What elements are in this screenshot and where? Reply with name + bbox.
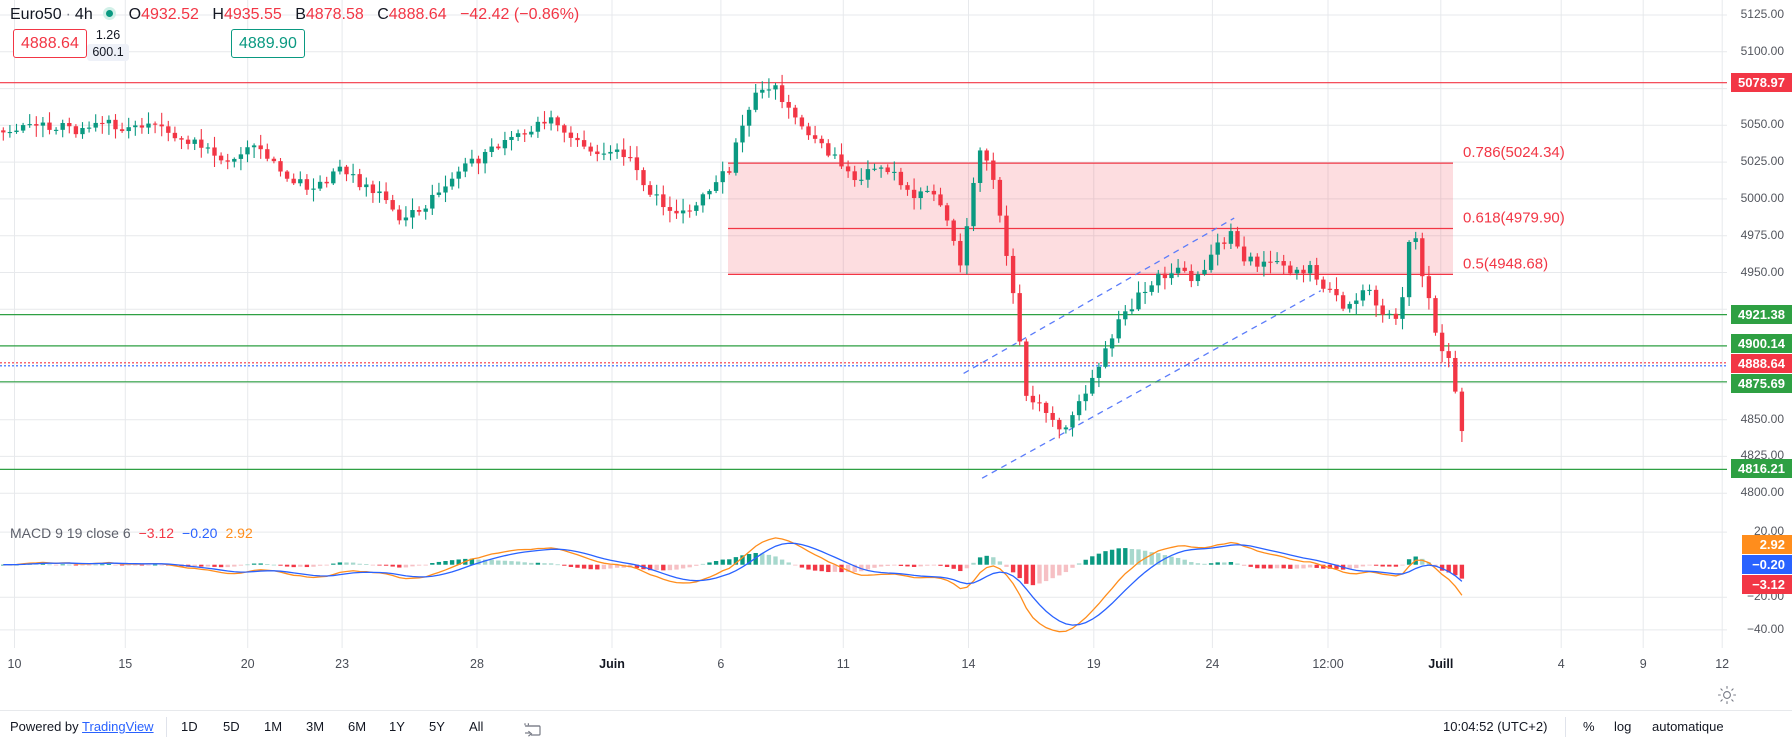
svg-text:0.786(5024.34): 0.786(5024.34) xyxy=(1463,144,1565,161)
svg-text:0.5(4948.68): 0.5(4948.68) xyxy=(1463,255,1548,272)
svg-text:0.618(4979.90): 0.618(4979.90) xyxy=(1463,210,1565,227)
